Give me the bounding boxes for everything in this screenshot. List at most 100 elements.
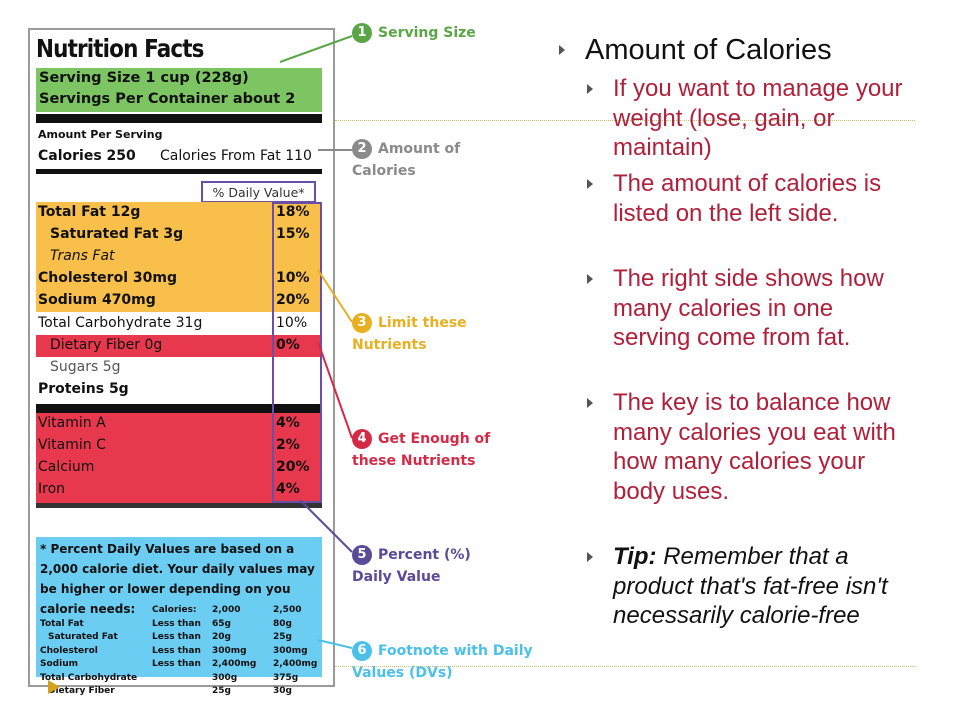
callout-percent-daily-value: 5 Percent (%) Daily Value (352, 544, 492, 588)
table-cell: 2,500 (273, 605, 302, 615)
nutrition-facts-label: Nutrition Facts Serving Size 1 cup (228g… (28, 28, 335, 696)
table-cell: 25g (212, 686, 231, 696)
footnote-text: * Percent Daily Values are based on a 2,… (40, 542, 315, 616)
table-cell: Total Fat (40, 618, 84, 629)
table-cell: 300mg (212, 645, 247, 656)
bullet-arrow-icon (587, 179, 593, 189)
nutrient-dv: 20% (276, 292, 310, 308)
bullet-arrow-icon (559, 45, 565, 55)
table-cell: 375g (273, 672, 299, 683)
get-enough-block: Vitamin A 4% Vitamin C 2% Calcium 20% Ir… (36, 413, 322, 503)
bullet-arrow-icon (587, 398, 593, 408)
callout-footnote: 6 Footnote with Daily Values (DVs) (352, 640, 552, 684)
nutrient-row: Saturated Fat 3g 15% (36, 224, 322, 246)
connector-line-serving (279, 35, 353, 63)
vitamin-dv: 4% (276, 481, 300, 497)
callout-number-badge: 2 (352, 139, 372, 159)
nutrient-row: Sugars 5g (36, 357, 322, 379)
callout-get-enough: 4 Get Enough of these Nutrients (352, 428, 522, 472)
nutrient-row: Total Fat 12g 18% (36, 202, 322, 224)
bullet-text: The right side shows how many calories i… (613, 265, 884, 351)
tip-label: Tip: (613, 543, 657, 570)
nutrient-dv: 15% (276, 226, 310, 242)
vitamin-row: Calcium 20% (36, 457, 322, 479)
nutrient-row: Cholesterol 30mg 10% (36, 268, 322, 290)
callout-label: Footnote with Daily Values (DVs) (352, 643, 533, 681)
callout-number-badge: 5 (352, 545, 372, 565)
table-row: Dietary Fiber 25g 30g (40, 686, 320, 700)
dotted-guide-line (335, 666, 915, 667)
calories-value: Calories 250 (38, 148, 136, 164)
nutrient-row: Dietary Fiber 0g 0% (36, 335, 322, 357)
table-cell: Calories: (152, 605, 197, 615)
sugars-row-block: Sugars 5g (36, 357, 322, 379)
limit-nutrients-block: Total Fat 12g 18% Saturated Fat 3g 15% T… (36, 202, 322, 312)
table-cell: 25g (273, 632, 292, 642)
table-cell: 300g (212, 672, 238, 683)
dotted-guide-line (335, 120, 915, 121)
label-content: Nutrition Facts Serving Size 1 cup (228g… (36, 34, 326, 696)
vitamin-row: Vitamin C 2% (36, 435, 322, 457)
tip-bullet: Tip: Remember that a product that's fat-… (613, 542, 913, 631)
connector-line-enough (317, 341, 353, 439)
footnote-block: * Percent Daily Values are based on a 2,… (36, 537, 322, 696)
serving-size: Serving Size 1 cup (228g) (39, 70, 249, 86)
vitamin-dv: 20% (276, 459, 310, 475)
connector-line-limit (317, 269, 353, 323)
footnote-table-header: Calories: 2,000 2,500 (40, 605, 320, 619)
slide-heading: Amount of Calories (585, 34, 832, 66)
bullet-arrow-icon (587, 84, 593, 94)
servings-per-container: Servings Per Container about 2 (39, 91, 296, 107)
table-cell: 300mg (273, 645, 308, 656)
carb-row-block: Total Carbohydrate 31g 10% (36, 313, 322, 335)
nutrient-name: Sugars 5g (50, 359, 121, 375)
nutrient-name: Total Fat 12g (38, 204, 141, 220)
bullet-text: If you want to manage your weight (lose,… (613, 75, 903, 161)
nutrient-name: Sodium 470mg (38, 292, 156, 308)
vitamin-row: Vitamin A 4% (36, 413, 322, 435)
fiber-row-block: Dietary Fiber 0g 0% (36, 335, 322, 357)
bullet-arrow-icon (587, 552, 593, 562)
serving-size-block: Serving Size 1 cup (228g) Servings Per C… (36, 68, 322, 112)
nutrient-name: Proteins 5g (38, 381, 129, 397)
table-cell: 65g (212, 618, 231, 629)
bullet-text: The amount of calories is listed on the … (613, 170, 882, 227)
footnote-table: Calories: 2,000 2,500 Total Fat Less tha… (40, 605, 320, 700)
table-cell: 2,400mg (273, 659, 318, 669)
vitamin-name: Vitamin C (38, 437, 106, 453)
vitamin-name: Iron (38, 481, 66, 497)
nutrient-dv: 10% (276, 270, 310, 286)
callout-label: Serving Size (378, 25, 476, 41)
nutrient-name: Total Carbohydrate 31g (38, 315, 203, 331)
table-row: Sodium Less than 2,400mg 2,400mg (40, 659, 320, 673)
thick-divider (36, 404, 322, 413)
table-cell: 80g (273, 618, 292, 629)
vitamin-row: Iron 4% (36, 479, 322, 501)
amount-per-serving: Amount Per Serving (38, 128, 163, 141)
table-cell: Dietary Fiber (48, 686, 115, 696)
table-row: Total Carbohydrate 300g 375g (40, 673, 320, 687)
callout-number-badge: 6 (352, 641, 372, 661)
callout-number-badge: 1 (352, 23, 372, 43)
tip-text: Remember that a product that's fat-free … (613, 543, 888, 629)
table-cell: Saturated Fat (48, 632, 118, 642)
table-cell: Less than (152, 659, 201, 669)
vitamin-dv: 2% (276, 437, 300, 453)
table-cell: 20g (212, 632, 231, 642)
medium-divider (36, 169, 322, 174)
connector-line-percent (299, 499, 353, 553)
proteins-row-block: Proteins 5g (36, 379, 322, 401)
nutrient-name: Trans Fat (50, 248, 115, 264)
nutrient-dv: 10% (276, 315, 308, 331)
table-cell: 2,000 (212, 605, 241, 615)
callout-label: Limit these Nutrients (352, 315, 467, 353)
table-cell: 2,400mg (212, 659, 257, 669)
label-title: Nutrition Facts (36, 34, 204, 63)
nutrient-dv: 18% (276, 204, 310, 220)
callout-label: Amount of Calories (352, 141, 461, 179)
nutrient-name: Saturated Fat 3g (50, 226, 184, 242)
thick-divider (36, 114, 322, 123)
callout-serving-size: 1 Serving Size (352, 22, 476, 44)
bullet-arrow-icon (587, 274, 593, 284)
callout-label: Get Enough of these Nutrients (352, 431, 491, 469)
